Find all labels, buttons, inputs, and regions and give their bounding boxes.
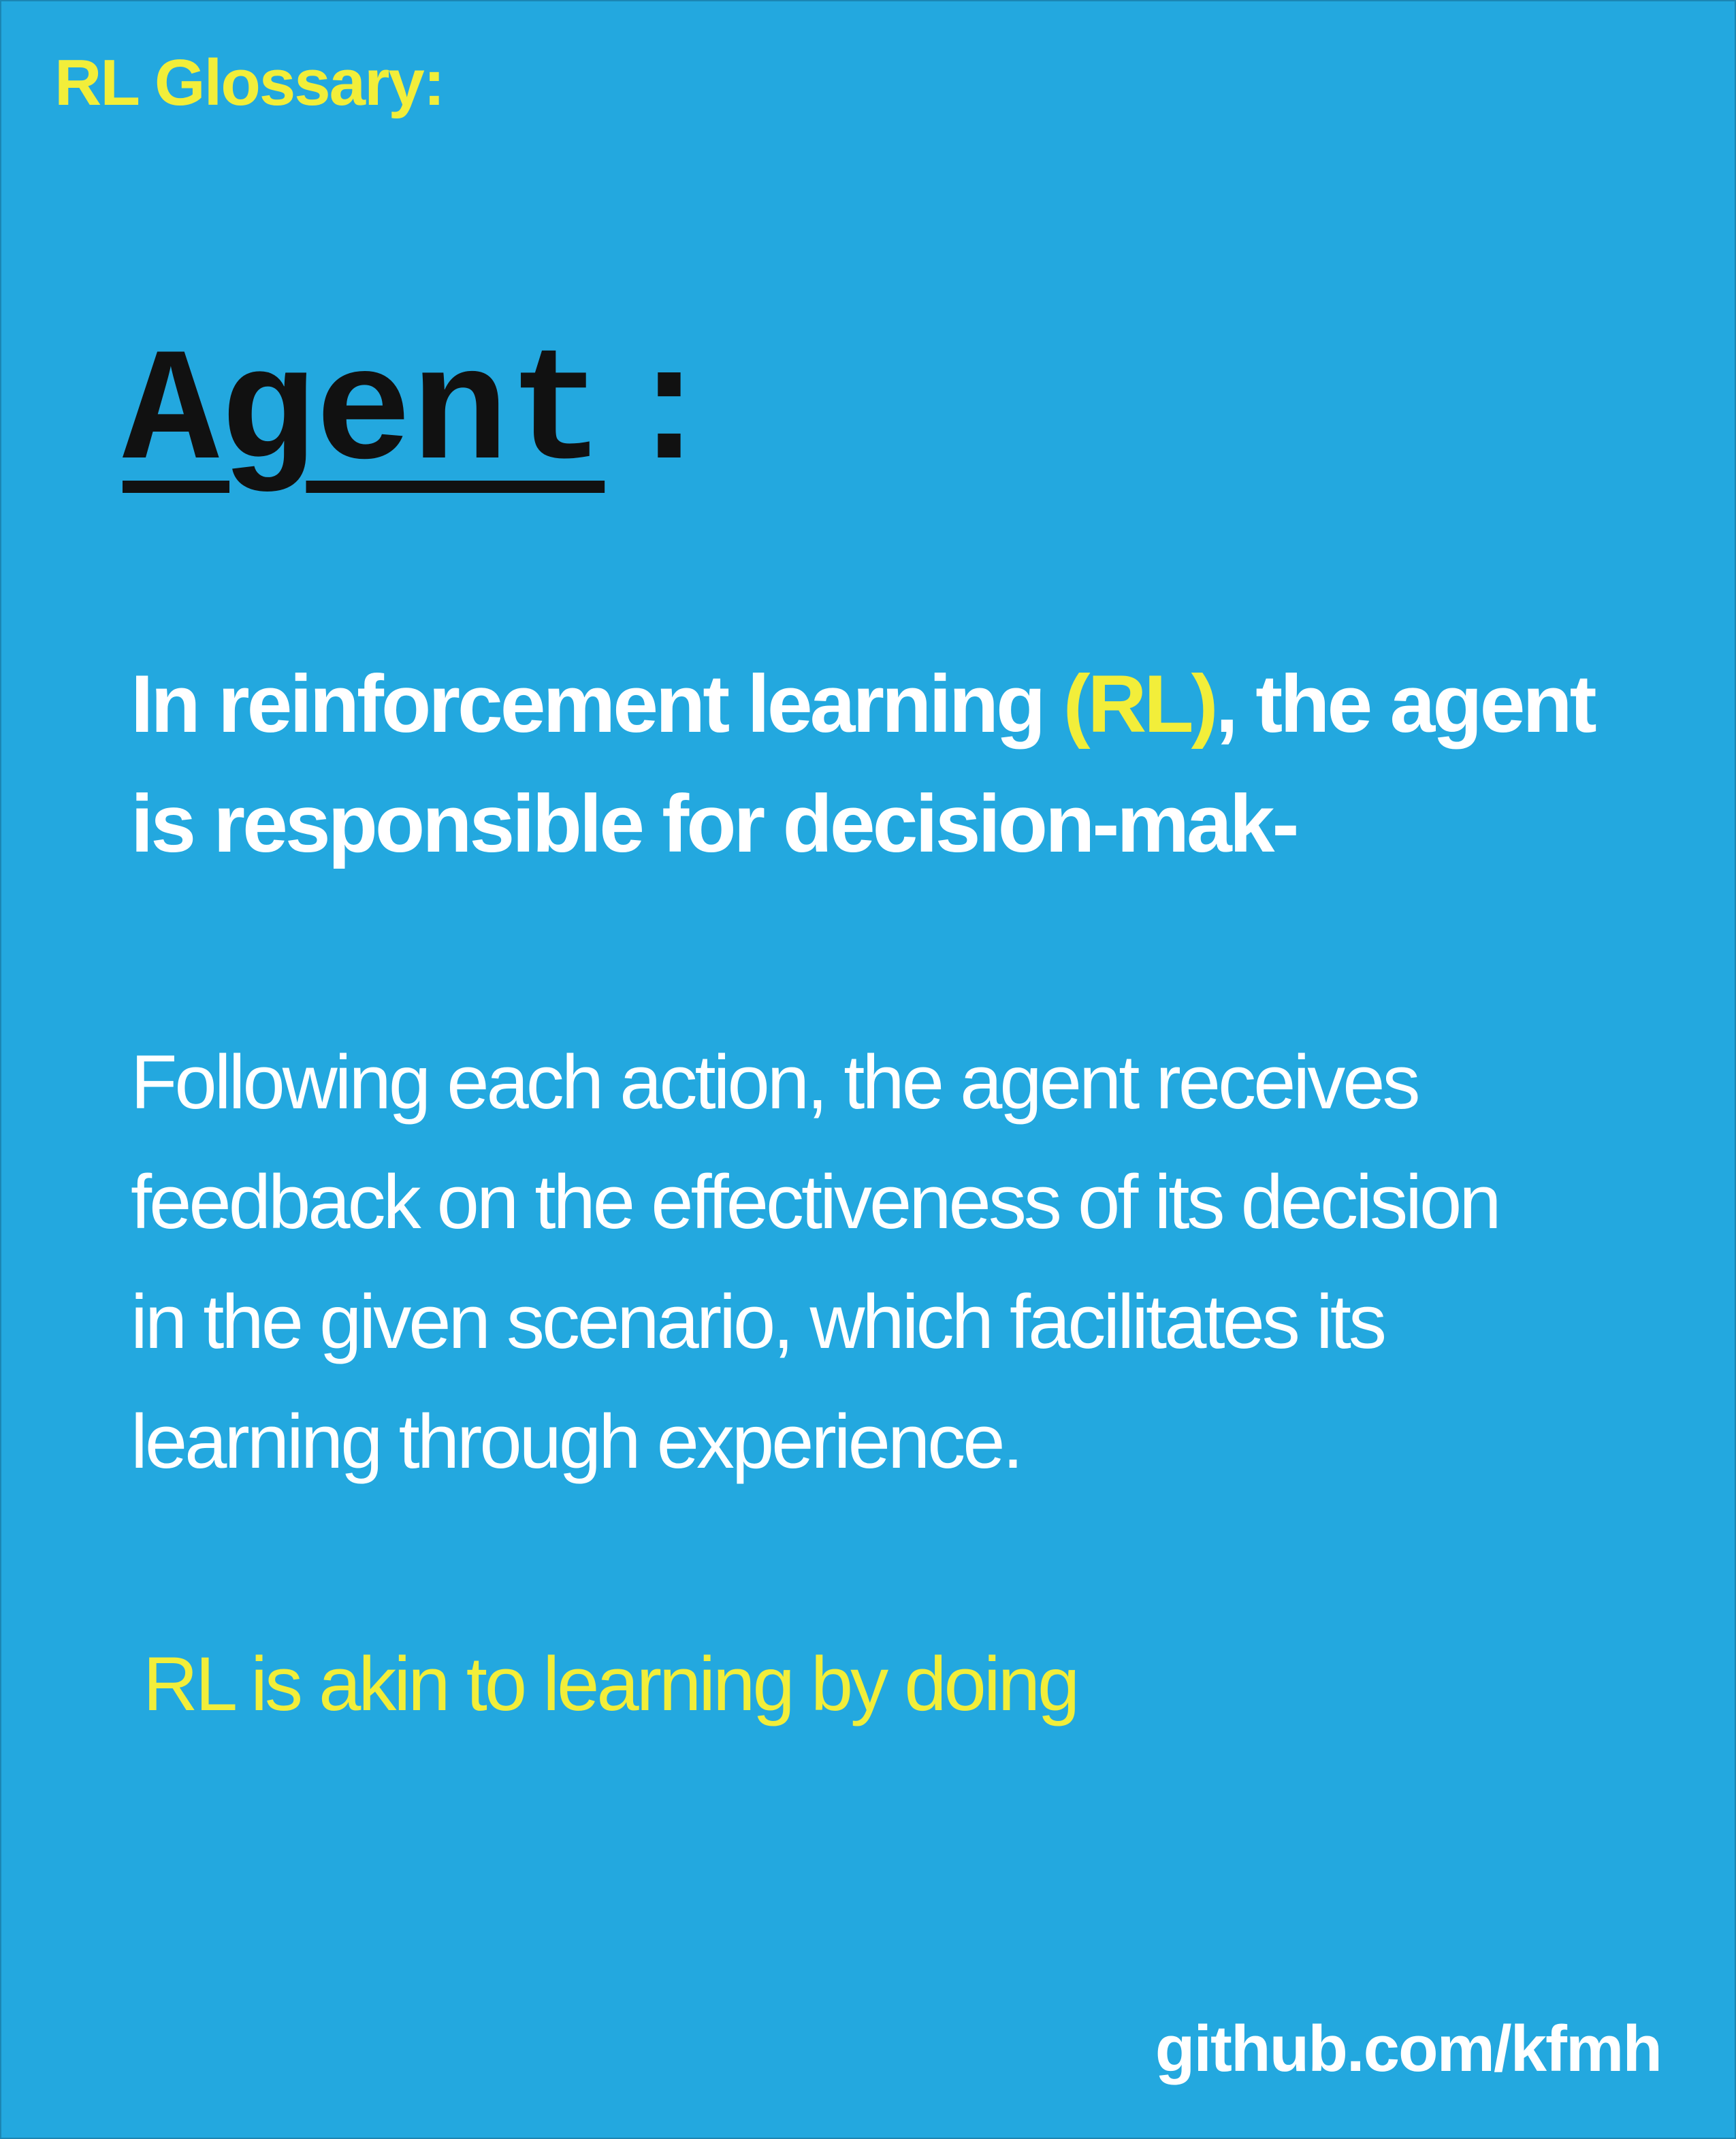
term-heading: Agent:: [123, 335, 718, 496]
lead-abbreviation: (RL): [1063, 658, 1219, 750]
tagline: RL is akin to learning by doing: [143, 1641, 1080, 1726]
github-link[interactable]: github.com/kfmh: [1155, 2012, 1662, 2085]
term-colon: :: [621, 324, 718, 506]
lead-definition: In reinforcement learning (RL), the agen…: [131, 644, 1662, 884]
definition-body: Following each action, the agent receive…: [131, 1023, 1662, 1502]
lead-text-start: In reinforcement learning: [131, 658, 1063, 750]
body-line: learning through experience.: [131, 1399, 1024, 1484]
term-word: Agent: [123, 324, 605, 506]
body-line: Following each action, the agent receive…: [131, 1040, 1421, 1125]
body-line: in the given scenario, which facilitates…: [131, 1279, 1387, 1364]
lead-text-end: , the agent is responsible for decision-…: [131, 658, 1597, 869]
body-line: feedback on the effectiveness of its dec…: [131, 1159, 1502, 1244]
glossary-header: RL Glossary:: [54, 46, 445, 119]
